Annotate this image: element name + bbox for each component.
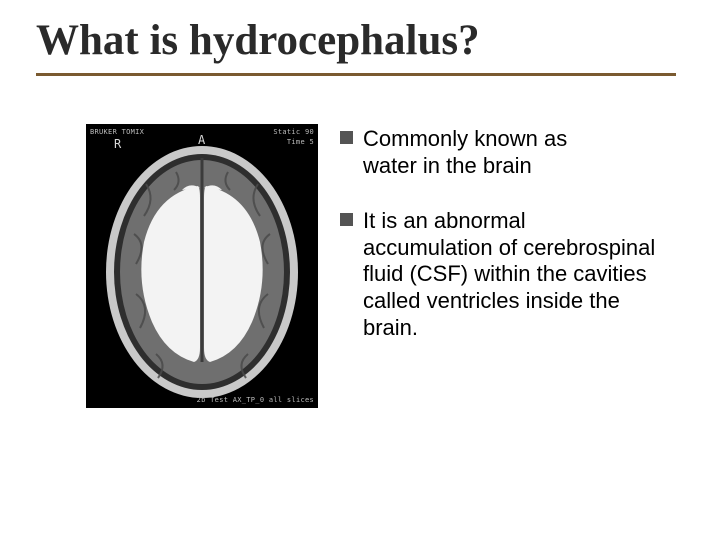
content-row: R A BRUKER TOMIX Static 90 Time 5 2b Tes… xyxy=(30,124,690,408)
scan-label-tr2: Time 5 xyxy=(287,138,314,146)
bullet-marker-icon xyxy=(340,213,353,226)
bullet-text: It is an abnormal accumulation of cerebr… xyxy=(363,208,680,342)
bullet-list: Commonly known as water in the brain It … xyxy=(340,124,690,408)
bullet-rest: water in the brain xyxy=(363,153,680,180)
bullet-item: It is an abnormal accumulation of cerebr… xyxy=(340,208,680,342)
slide: What is hydrocephalus? xyxy=(0,0,720,540)
title-underline xyxy=(36,73,676,76)
bullet-rest: accumulation of cerebrospinal fluid (CSF… xyxy=(363,235,680,342)
scan-label-tr1: Static 90 xyxy=(273,128,314,136)
scan-marker-r: R xyxy=(114,137,122,151)
mri-scan: R A BRUKER TOMIX Static 90 Time 5 2b Tes… xyxy=(86,124,318,408)
bullet-marker-icon xyxy=(340,131,353,144)
scan-label-tl: BRUKER TOMIX xyxy=(90,128,144,136)
bullet-lead: It is an abnormal xyxy=(363,208,526,233)
bullet-text: Commonly known as water in the brain xyxy=(363,126,680,180)
scan-label-br: 2b Test AX_TP_0 all slices xyxy=(197,396,314,404)
mri-svg: R A xyxy=(86,124,318,408)
scan-marker-a: A xyxy=(198,133,206,147)
bullet-lead: Commonly known as xyxy=(363,126,567,151)
slide-title: What is hydrocephalus? xyxy=(30,18,690,63)
bullet-item: Commonly known as water in the brain xyxy=(340,126,680,180)
